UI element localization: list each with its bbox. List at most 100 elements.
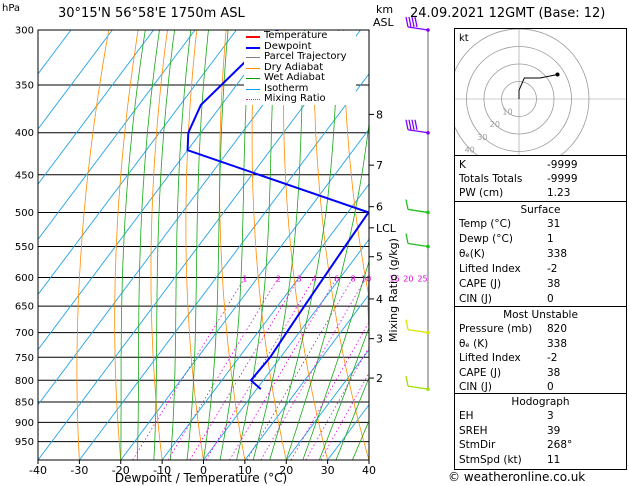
isotherm-line — [38, 30, 72, 75]
mixing-ratio-line — [320, 372, 369, 460]
index-label: CIN (J) — [459, 381, 492, 393]
mixing-ratio-line — [246, 277, 354, 460]
legend-label: Temperature — [264, 30, 328, 41]
isotherm-line — [38, 30, 113, 130]
dry-adiabat-line — [373, 30, 452, 460]
pressure-tick-label: 800 — [15, 376, 34, 387]
legend-label: Parcel Trajectory — [264, 51, 347, 62]
wet-adiabat-line — [302, 259, 369, 460]
index-row: Lifted Index -2 — [459, 351, 622, 365]
mixing-ratio-label: 3 — [297, 275, 302, 284]
isotherm-line — [244, 293, 369, 460]
x-tick-label: -40 — [29, 464, 47, 477]
x-tick-label: -10 — [153, 464, 171, 477]
legend-swatch — [246, 46, 260, 49]
height-tick-label: 5 — [376, 251, 383, 264]
legend-swatch — [246, 88, 260, 90]
x-tick-label: -20 — [112, 464, 130, 477]
x-tick-label: 0 — [200, 464, 207, 477]
mixing-ratio-label: 4 — [312, 275, 317, 284]
legend-item: Dewpoint — [244, 41, 356, 53]
index-value: 38 — [547, 278, 561, 290]
wind-barb-flag — [405, 119, 409, 130]
index-row: CAPE (J) 38 — [459, 277, 622, 291]
wind-barb-flag — [405, 233, 409, 244]
isotherm-line — [285, 348, 369, 460]
height-tick-label: 2 — [376, 372, 383, 385]
wet-adiabat-line — [219, 30, 251, 460]
isotherm-line — [203, 238, 369, 460]
legend-label: Mixing Ratio — [264, 93, 326, 104]
pressure-tick-label: 650 — [15, 302, 34, 313]
height-tick-label: 3 — [376, 333, 383, 346]
height-tick-label: LCL — [376, 222, 397, 235]
wet-adiabat-line — [170, 30, 192, 460]
x-tick-label: -30 — [70, 464, 88, 477]
index-label: Temp (°C) — [459, 218, 512, 230]
wind-barb — [405, 199, 430, 215]
dry-adiabat-line — [251, 30, 287, 460]
mixing-ratio-line — [189, 277, 300, 460]
legend-item: Wet Adiabat — [244, 72, 356, 84]
index-value: 11 — [547, 453, 561, 466]
pressure-tick-label: 300 — [15, 26, 34, 37]
index-row: StmSpd (kt) 11 — [459, 453, 622, 467]
index-label: PW (cm) — [459, 187, 504, 199]
index-label: θₑ(K) — [459, 248, 485, 260]
index-value: 820 — [547, 323, 568, 335]
index-row: θₑ(K) 338 — [459, 247, 622, 261]
index-label: Totals Totals — [459, 173, 523, 185]
legend-item: Mixing Ratio — [244, 93, 356, 105]
index-row: CAPE (J) 38 — [459, 366, 622, 380]
x-axis-label: Dewpoint / Temperature (°C) — [115, 471, 287, 485]
hodograph-ring-label: 10 — [502, 108, 512, 117]
copyright-footer: © weatheronline.co.uk — [448, 470, 586, 484]
mixing-ratio-label: 25 — [417, 275, 427, 284]
wind-barb-shaft — [407, 26, 429, 31]
wind-barb — [405, 375, 430, 391]
surface-table: Surface Temp (°C) 31 Dewp (°C) 1 θₑ(K) 338 Lift… — [454, 201, 627, 308]
table-section-title: Most Unstable — [503, 309, 578, 321]
index-value: -2 — [547, 352, 558, 364]
index-label: CAPE (J) — [459, 366, 502, 379]
dewpoint-curve — [186, 30, 369, 390]
legend-swatch — [246, 57, 260, 58]
height-unit-km: km — [376, 3, 394, 16]
wind-barb-flag — [405, 375, 409, 387]
legend-swatch — [246, 67, 260, 69]
index-value: -9999 — [547, 159, 578, 171]
mixing-ratio-label: 8 — [351, 275, 356, 284]
dry-adiabat-line — [219, 30, 246, 460]
index-row: SREH 39 — [459, 424, 622, 438]
wind-barb-shaft — [407, 129, 429, 134]
mixing-ratio-line — [205, 277, 315, 460]
isotherm-line — [38, 30, 237, 296]
wind-barb-flag — [414, 16, 418, 28]
wind-barb-flag — [405, 199, 409, 210]
pressure-tick-label: 750 — [15, 353, 34, 364]
index-row: K -9999 — [459, 158, 622, 172]
index-value: 0 — [547, 293, 554, 305]
index-label: SREH — [459, 424, 488, 437]
index-value: 338 — [547, 248, 568, 260]
hodograph-ring-label: 20 — [490, 120, 500, 129]
index-row: CIN (J) 0 — [459, 292, 622, 306]
wind-barb-flag — [408, 119, 412, 130]
table-section-title: Hodograph — [511, 396, 570, 408]
most-unstable-table: Most Unstable Pressure (mb) 820 θₑ (K) 338 Li… — [454, 306, 627, 398]
isotherm-line — [38, 30, 279, 351]
legend: Temperature Dewpoint Parcel Trajectory Dry … — [244, 30, 356, 105]
pressure-tick-label: 550 — [15, 242, 34, 253]
legend-swatch — [246, 99, 260, 100]
wet-adiabat-line — [252, 30, 305, 460]
mixing-ratio-line — [167, 277, 279, 460]
hodograph-ring-label: 30 — [477, 133, 487, 142]
index-value: 1 — [547, 233, 554, 245]
mixing-ratio-line — [305, 346, 369, 460]
index-value: 0 — [547, 381, 554, 393]
legend-item: Dry Adiabat — [244, 62, 356, 74]
index-value: 39 — [547, 424, 561, 437]
dry-adiabat-line — [76, 30, 110, 460]
index-label: K — [459, 159, 466, 171]
